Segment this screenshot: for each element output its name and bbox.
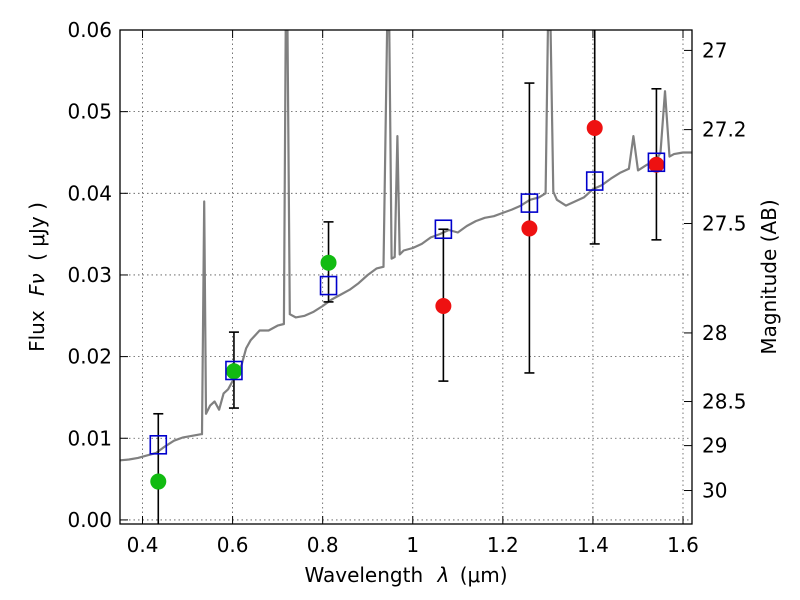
x-tick-labels: 0.4 0.6 0.8 1 1.2 1.4 1.6 <box>127 533 699 557</box>
model-flux-box <box>319 275 338 296</box>
model-flux-box <box>149 434 168 455</box>
y-tick-label: 0.03 <box>67 263 112 287</box>
y-tick-label: 0.02 <box>67 345 112 369</box>
model-boxes <box>149 152 666 455</box>
magnitude-tick-label: 27.5 <box>702 212 747 236</box>
plot-background <box>120 30 692 524</box>
x-axis-title: Wavelength λ (μm) <box>304 563 507 587</box>
data-points <box>150 119 665 490</box>
magnitude-tick-label: 29 <box>702 434 727 458</box>
y-tick-label: 0.06 <box>67 18 112 42</box>
y-axis-title: Flux Fν ( μJy ) <box>25 202 49 352</box>
magnitude-axis-title: Magnitude (AB) <box>757 199 781 354</box>
magnitude-tick-label: 28.5 <box>702 390 747 414</box>
detection-point <box>320 254 337 271</box>
detection-point <box>150 473 167 490</box>
y-tick-label: 0.04 <box>67 181 112 205</box>
measurement-point <box>586 119 603 136</box>
x-tick-label: 1.4 <box>577 533 609 557</box>
y-tick-label: 0.00 <box>67 508 112 532</box>
y-tick-labels: 0.00 0.01 0.02 0.03 0.04 0.05 0.06 <box>67 18 112 532</box>
detection-point <box>225 363 242 380</box>
magnitude-tick-label: 27 <box>702 38 727 62</box>
measurement-point <box>435 297 452 314</box>
model-flux-box <box>585 171 604 191</box>
plot-frame <box>119 29 693 525</box>
magnitude-tick-label: 28 <box>702 321 727 345</box>
axis-ticks <box>120 29 692 524</box>
x-tick-label: 1.6 <box>667 533 699 557</box>
magnitude-tick-labels: 27 27.2 27.5 28 28.5 29 30 <box>702 38 747 502</box>
x-tick-label: 0.4 <box>127 533 159 557</box>
y-tick-label: 0.05 <box>67 100 112 124</box>
magnitude-tick-label: 30 <box>702 479 727 503</box>
model-flux-box <box>225 360 243 381</box>
x-tick-label: 1.2 <box>487 533 519 557</box>
y-tick-label: 0.01 <box>67 426 112 450</box>
model-flux-box <box>520 193 539 213</box>
magnitude-tick-label: 27.2 <box>702 118 747 142</box>
x-tick-label: 1 <box>406 533 419 557</box>
measurement-point <box>648 156 665 173</box>
measurement-point <box>521 220 538 237</box>
x-tick-label: 0.6 <box>217 533 249 557</box>
x-tick-label: 0.8 <box>307 533 339 557</box>
gridlines <box>120 29 692 524</box>
model-flux-box <box>434 219 453 240</box>
model-flux-box <box>647 152 666 173</box>
